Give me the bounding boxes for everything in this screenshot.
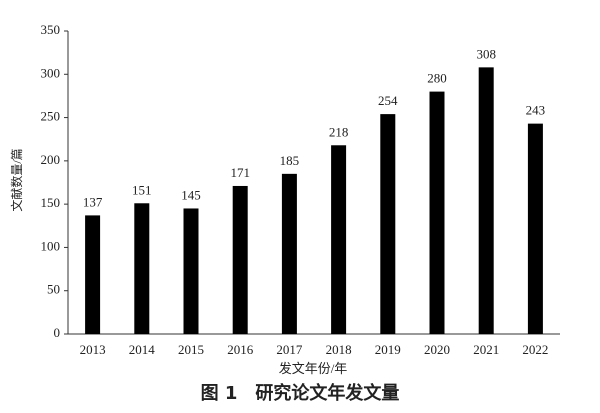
data-label: 254 [378,93,398,108]
bar [232,185,248,334]
y-tick-label: 300 [41,65,61,80]
y-tick-label: 250 [41,109,61,124]
y-tick-label: 50 [47,282,60,297]
x-tick-label: 2021 [473,342,499,357]
bar [281,173,297,334]
bar [134,203,150,334]
data-label: 145 [181,187,201,202]
data-label: 171 [230,165,250,180]
x-tick-label: 2017 [276,342,303,357]
bar [429,91,445,334]
y-tick-label: 0 [54,325,61,340]
data-label: 151 [132,182,152,197]
y-tick-label: 150 [41,195,61,210]
bar [478,67,494,335]
y-tick-label: 100 [41,238,61,253]
y-tick-label: 350 [41,22,61,37]
x-tick-label: 2016 [227,342,254,357]
y-tick-label: 200 [41,152,61,167]
x-tick-label: 2022 [522,342,548,357]
x-tick-label: 2013 [80,342,106,357]
bar [331,145,347,334]
bar [527,123,543,334]
bar [85,215,101,334]
x-tick-label: 2015 [178,342,204,357]
data-label: 308 [476,46,496,61]
x-tick-label: 2018 [326,342,352,357]
x-tick-label: 2020 [424,342,450,357]
x-tick-label: 2014 [129,342,156,357]
bar [380,114,396,334]
data-label: 243 [526,103,546,118]
data-label: 185 [280,153,300,168]
data-label: 218 [329,124,349,139]
data-label: 137 [83,194,103,209]
chart-caption: 图 1 研究论文年发文量 [201,382,400,404]
bar [183,208,199,334]
x-tick-label: 2019 [375,342,401,357]
x-axis-label: 发文年份/年 [279,361,348,376]
y-axis-label: 文献数量/篇 [9,148,24,211]
data-label: 280 [427,71,447,86]
